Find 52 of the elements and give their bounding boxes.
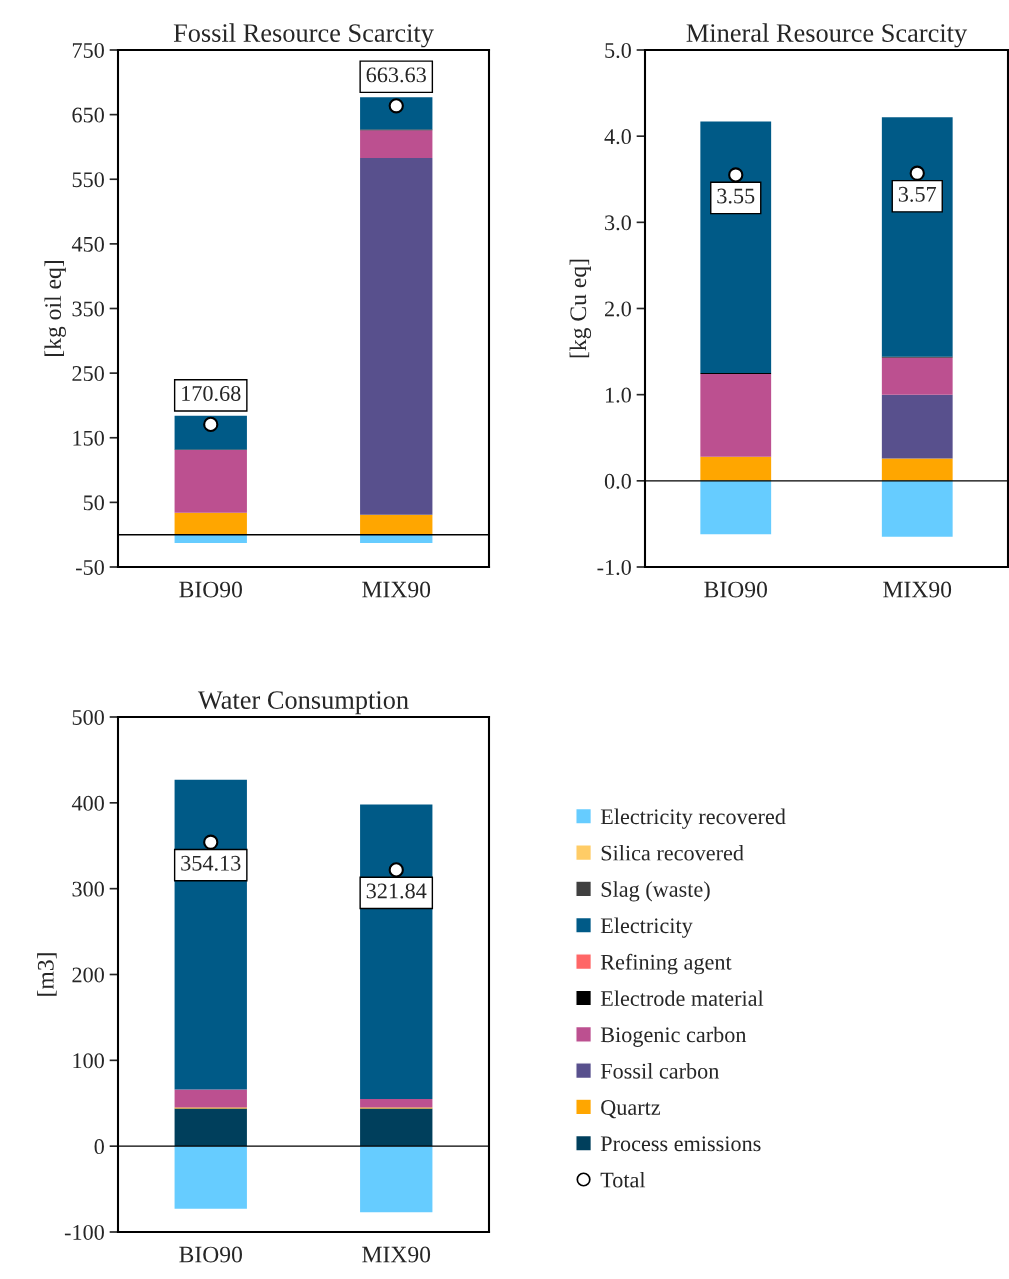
x-tick-label: BIO90 (704, 581, 767, 598)
legend-label: Quartz (601, 1100, 661, 1119)
y-tick-label: 4.0 (604, 129, 631, 145)
y-axis-title: [m3] (37, 953, 57, 996)
data-label: 663.63 (366, 67, 426, 83)
legend-label: Slag (waste) (601, 881, 710, 902)
x-tick-label: MIX90 (883, 581, 952, 598)
x-tick-label: MIX90 (362, 581, 431, 598)
y-tick-label: -100 (64, 1224, 104, 1240)
y-tick-label: 400 (71, 795, 104, 811)
y-tick-label: 2.0 (605, 301, 631, 317)
y-tick-label: -1.0 (597, 559, 631, 576)
legend-label: Electricity recovered (600, 808, 786, 829)
y-tick-label: 500 (72, 709, 104, 725)
y-tick-label: 450 (71, 236, 104, 252)
legend-label: Electrode material (600, 990, 764, 1007)
chart-title: Mineral Resource Scarcity (686, 23, 968, 48)
x-tick-label: BIO90 (179, 581, 242, 598)
y-tick-label: 200 (72, 967, 104, 983)
y-tick-label: -50 (76, 559, 104, 575)
y-tick-label: 1.0 (605, 387, 631, 403)
data-label: 3.55 (717, 188, 755, 204)
legend-label: Process emissions (600, 1136, 761, 1152)
legend-label: Biogenic carbon (600, 1026, 747, 1047)
y-tick-label: 300 (72, 881, 104, 897)
legend-label: Refining agent (600, 953, 732, 975)
data-label: 3.57 (898, 186, 937, 202)
y-tick-label: 100 (73, 1053, 104, 1069)
y-tick-label: 750 (72, 42, 104, 58)
data-label: 354.13 (181, 855, 241, 871)
y-tick-label: 250 (72, 366, 104, 382)
y-tick-label: 0 (94, 1139, 104, 1155)
legend-label: Silica recovered (601, 844, 744, 861)
y-tick-label: 5.0 (605, 42, 631, 59)
y-tick-label: 150 (73, 430, 104, 446)
x-tick-label: BIO90 (179, 1246, 242, 1263)
y-tick-label: 650 (72, 107, 104, 123)
data-label: 321.84 (366, 883, 427, 899)
y-tick-label: 350 (72, 301, 104, 317)
legend-label: Total (600, 1171, 646, 1188)
data-label: 170.68 (182, 385, 241, 402)
y-axis-title: [kg oil eq] (44, 261, 66, 356)
chart-title: Water Consumption (197, 691, 409, 715)
x-tick-label: MIX90 (362, 1246, 431, 1263)
y-tick-label: 50 (83, 495, 104, 511)
y-tick-label: 3.0 (605, 215, 631, 231)
legend-label: Electricity (600, 917, 693, 938)
y-tick-label: 0.0 (604, 473, 631, 489)
y-axis-title: [kg Cu eq] (569, 259, 592, 358)
legend-label: Fossil carbon (600, 1063, 720, 1079)
chart-title: Fossil Resource Scarcity (173, 23, 434, 48)
y-tick-label: 550 (72, 172, 104, 188)
